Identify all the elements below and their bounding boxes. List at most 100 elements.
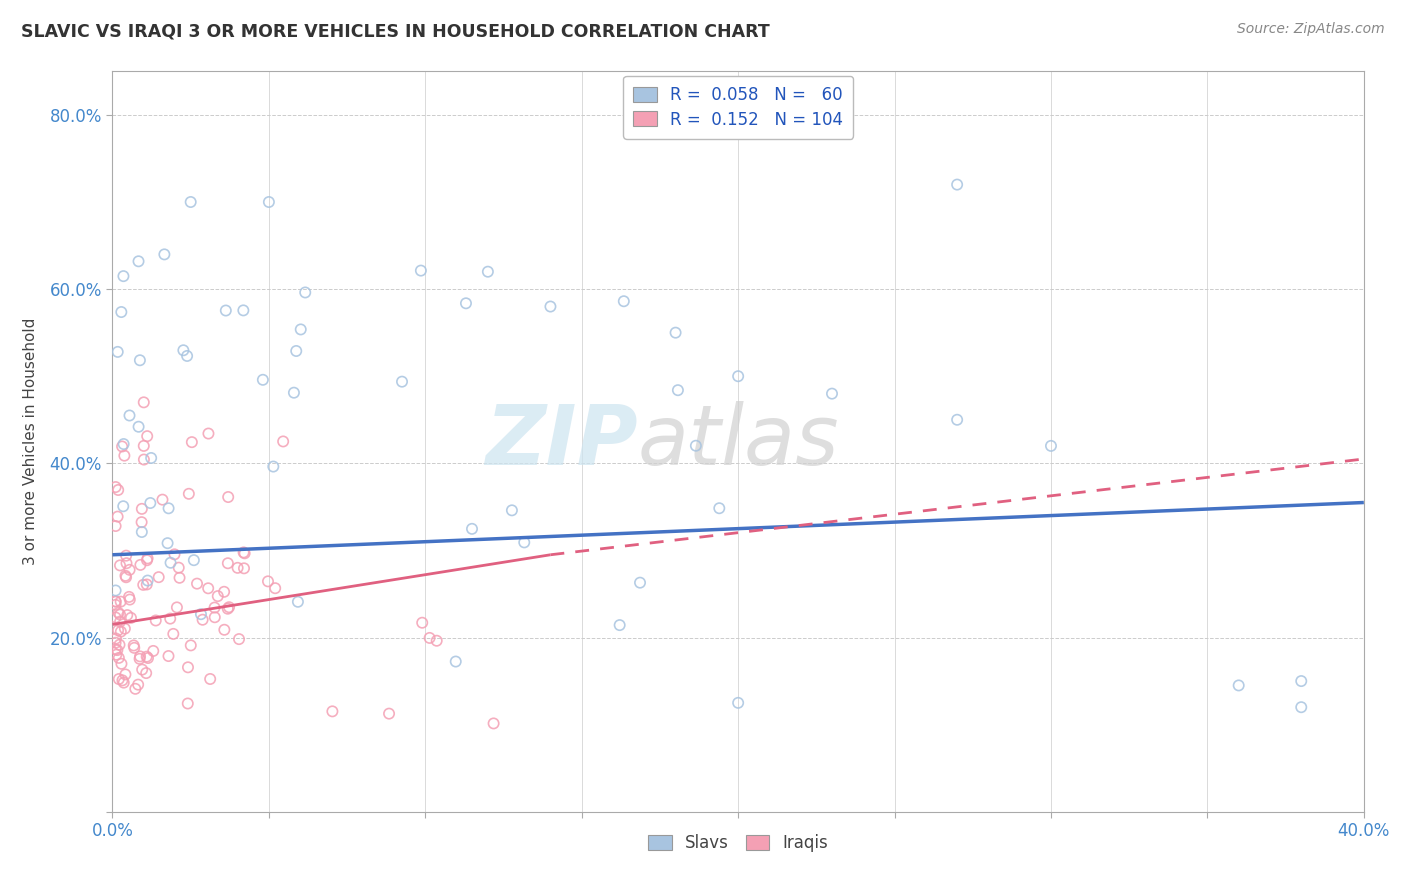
Point [118, 409, 141, 423]
Point [131, 501, 153, 516]
Point [112, 675, 135, 690]
Point [132, 452, 155, 467]
Point [1039, 439, 1063, 453]
Point [482, 716, 505, 731]
Point [112, 269, 135, 284]
Point [159, 611, 181, 625]
Point [204, 600, 226, 615]
Point [177, 697, 200, 711]
Point [321, 704, 343, 718]
Point [104, 610, 127, 624]
Point [419, 631, 441, 645]
Point [136, 551, 159, 566]
Legend: Slavs, Iraqis: Slavs, Iraqis [641, 828, 835, 859]
Point [1291, 674, 1313, 689]
Point [114, 568, 136, 582]
Point [111, 673, 134, 688]
Point [115, 570, 138, 584]
Point [157, 501, 180, 516]
Point [131, 515, 153, 529]
Point [110, 305, 132, 319]
Point [226, 561, 249, 575]
Point [139, 496, 162, 510]
Point [1291, 700, 1313, 714]
Point [108, 607, 131, 622]
Point [131, 524, 153, 539]
Point [287, 595, 309, 609]
Point [217, 556, 239, 570]
Point [709, 501, 731, 516]
Point [136, 574, 159, 588]
Point [122, 640, 145, 655]
Point [129, 353, 152, 368]
Point [135, 577, 157, 591]
Point [180, 639, 202, 653]
Point [257, 194, 280, 209]
Point [198, 672, 221, 686]
Point [821, 386, 844, 401]
Point [135, 649, 157, 664]
Point [163, 547, 186, 561]
Point [132, 395, 155, 409]
Point [104, 636, 127, 650]
Point [628, 575, 651, 590]
Point [477, 265, 499, 279]
Point [104, 594, 127, 608]
Point [107, 344, 129, 359]
Point [108, 672, 131, 686]
Point [104, 519, 127, 533]
Point [135, 666, 157, 681]
Point [204, 610, 226, 624]
Point [108, 638, 131, 652]
Point [378, 706, 401, 721]
Point [112, 449, 135, 463]
Point [128, 652, 150, 666]
Point [105, 648, 128, 662]
Point [114, 667, 136, 681]
Point [214, 623, 236, 637]
Point [107, 483, 129, 497]
Point [290, 322, 312, 336]
Point [110, 624, 132, 639]
Point [609, 618, 631, 632]
Point [111, 440, 134, 454]
Point [136, 651, 159, 665]
Point [145, 614, 167, 628]
Point [257, 574, 280, 589]
Point [115, 556, 138, 570]
Point [167, 560, 190, 574]
Point [122, 639, 145, 653]
Point [409, 263, 432, 277]
Point [110, 657, 132, 671]
Point [262, 459, 284, 474]
Point [264, 581, 287, 595]
Point [664, 326, 686, 340]
Point [118, 563, 141, 577]
Point [180, 194, 202, 209]
Point [104, 598, 127, 612]
Point [128, 254, 150, 268]
Point [233, 561, 256, 575]
Point [136, 429, 159, 443]
Point [117, 608, 139, 623]
Point [461, 522, 484, 536]
Point [110, 595, 132, 609]
Point [218, 600, 240, 615]
Point [104, 480, 127, 494]
Point [232, 303, 254, 318]
Point [172, 343, 194, 358]
Point [217, 601, 239, 615]
Point [391, 375, 413, 389]
Point [104, 632, 127, 646]
Point [166, 600, 188, 615]
Point [1227, 678, 1250, 692]
Point [685, 439, 707, 453]
Point [169, 571, 191, 585]
Point [132, 439, 155, 453]
Point [114, 622, 136, 636]
Point [177, 660, 200, 674]
Point [271, 434, 294, 449]
Point [727, 696, 749, 710]
Text: ZIP: ZIP [485, 401, 638, 482]
Point [540, 300, 562, 314]
